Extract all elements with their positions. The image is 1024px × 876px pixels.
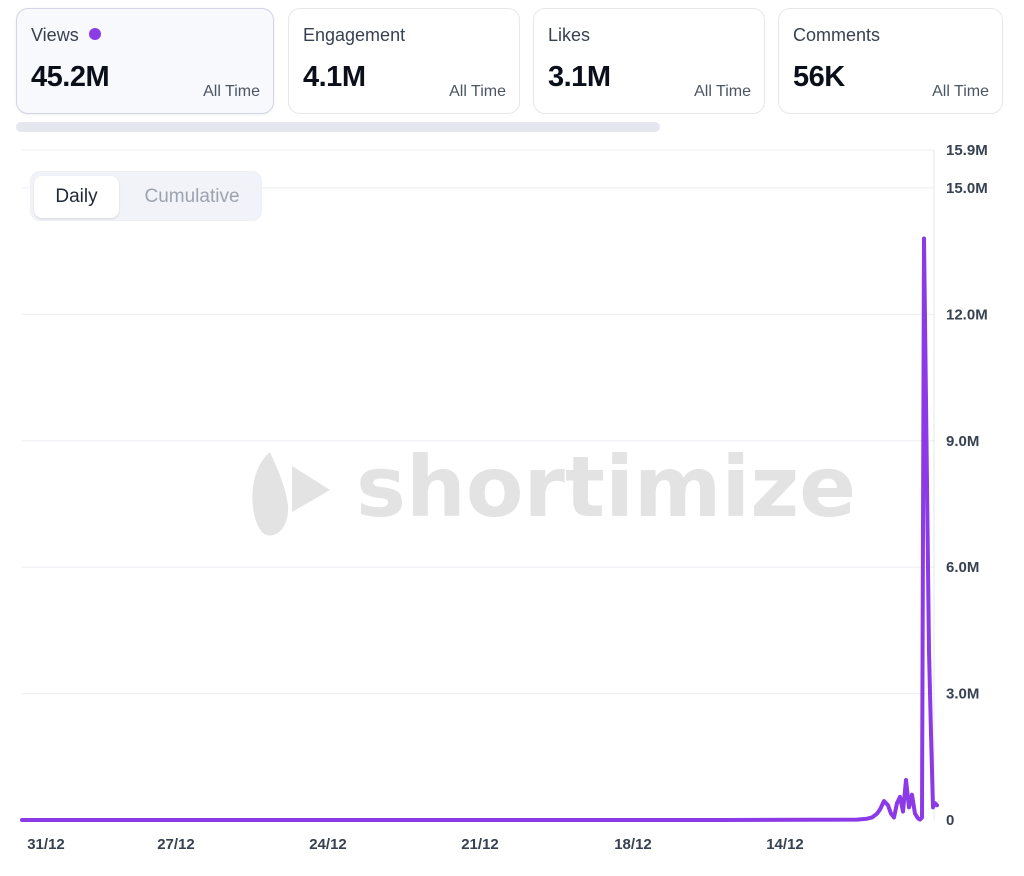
metric-label: Engagement [303,25,406,45]
daily-tab[interactable]: Daily [34,176,119,218]
y-axis-ticks: 0 3.0M 6.0M 9.0M 12.0M 15.0M 15.9M [946,142,988,829]
y-tick-label: 12.0M [946,306,988,323]
metric-period: All Time [203,83,260,100]
y-tick-label: 15.0M [946,180,988,197]
metric-value: 3.1M [548,61,611,93]
x-tick-label: 21/12 [461,836,499,853]
view-mode-toggle: Daily Cumulative [30,171,262,221]
watermark: shortimize [252,438,856,536]
x-tick-label: 31/12 [27,836,65,853]
shortimize-logo-icon [252,452,330,536]
y-tick-label: 6.0M [946,559,979,576]
metric-period: All Time [449,83,506,100]
metric-value: 56K [793,61,845,93]
metric-value: 45.2M [31,61,110,93]
x-axis-ticks: 31/12 27/12 24/12 21/12 18/12 14/12 [27,836,804,853]
metric-label: Comments [793,25,881,45]
metric-card-likes[interactable]: Likes 3.1M All Time [533,8,765,114]
metric-period: All Time [932,83,989,100]
y-tick-label: 3.0M [946,686,979,703]
series-line [20,236,939,822]
metric-cards: Views 45.2M All Time Engagement 4.1M All… [16,8,1004,116]
y-tick-label: 9.0M [946,433,979,450]
y-tick-label: 0 [946,812,954,829]
x-tick-label: 27/12 [157,836,195,853]
x-tick-label: 14/12 [766,836,804,853]
selected-dot-icon [88,28,101,40]
cumulative-tab[interactable]: Cumulative [144,186,240,207]
watermark-text: shortimize [356,438,856,536]
x-tick-label: 18/12 [614,836,652,853]
metric-card-engagement[interactable]: Engagement 4.1M All Time [288,8,520,114]
cards-scrollbar[interactable] [16,122,660,132]
x-tick-label: 24/12 [309,836,347,853]
metric-value: 4.1M [303,61,366,93]
series-layer [20,236,939,822]
metric-label: Likes [548,25,591,45]
gridlines [22,149,934,695]
metric-card-comments[interactable]: Comments 56K All Time [778,8,1003,114]
metric-card-views[interactable]: Views 45.2M All Time [16,8,274,114]
metric-label: Views [31,25,79,45]
metric-period: All Time [694,83,751,100]
y-tick-label: 15.9M [946,142,988,159]
